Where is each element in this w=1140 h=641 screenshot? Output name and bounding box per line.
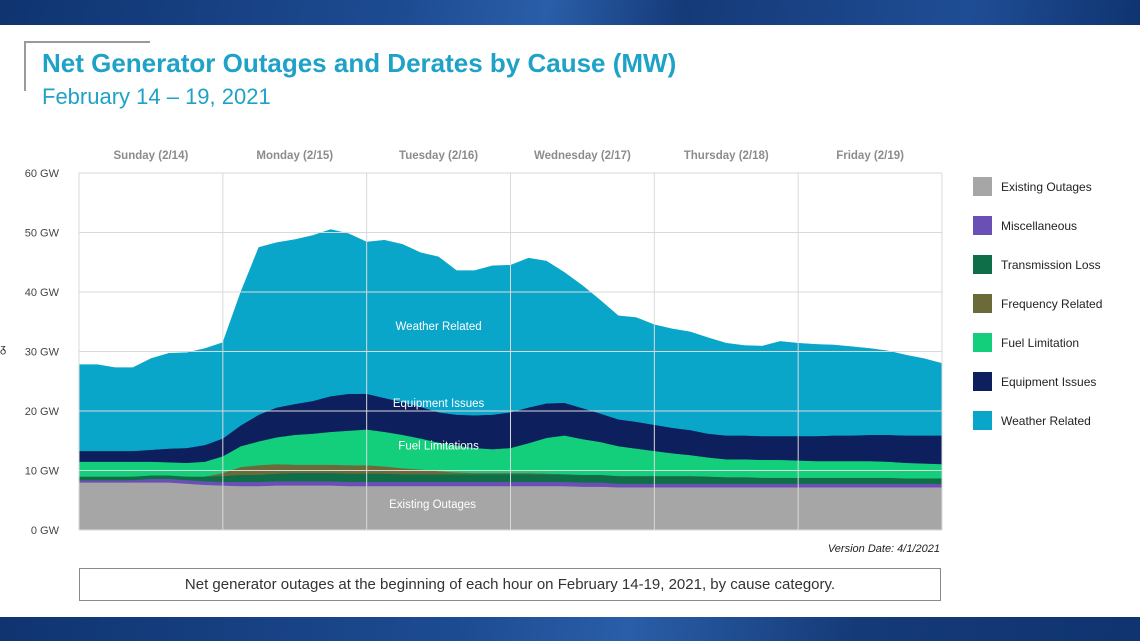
y-tick-label: 0 GW [31, 525, 60, 537]
legend-item-transmission: Transmission Loss [973, 254, 1133, 274]
legend-label: Existing Outages [1001, 180, 1092, 194]
edge-fragment: ᵹ [0, 343, 7, 355]
y-tick-label: 20 GW [25, 406, 60, 418]
outages-area-chart: 0 GW 10 GW 20 GW 30 GW 40 GW 50 GW 60 GW Sunday… [25, 150, 943, 537]
chart-title: Net Generator Outages and Derates by Cau… [42, 48, 677, 78]
y-tick-label: 50 GW [25, 228, 60, 240]
legend-label: Frequency Related [1001, 297, 1103, 311]
y-tick-label: 60 GW [25, 168, 60, 180]
legend-item-existing: Existing Outages [973, 176, 1133, 196]
day-label: Wednesday (2/17) [534, 150, 631, 162]
area-annotation: Existing Outages [389, 499, 476, 511]
legend-swatch [973, 294, 992, 313]
title-rule-left [24, 41, 26, 91]
legend-label: Equipment Issues [1001, 375, 1097, 389]
bottom-banner [0, 617, 1140, 641]
legend-swatch [973, 411, 992, 430]
y-tick-label: 10 GW [25, 466, 60, 478]
legend-item-frequency: Frequency Related [973, 293, 1133, 313]
day-label: Thursday (2/18) [684, 150, 769, 162]
legend-item-fuel: Fuel Limitation [973, 332, 1133, 352]
day-label: Tuesday (2/16) [399, 150, 478, 162]
chart-caption: Net generator outages at the beginning o… [79, 568, 941, 601]
title-rule-top [24, 41, 150, 43]
legend-label: Weather Related [1001, 414, 1091, 428]
area-annotation: Weather Related [396, 321, 482, 333]
legend-label: Fuel Limitation [1001, 336, 1080, 350]
legend-label: Transmission Loss [1001, 258, 1101, 272]
legend-label: Miscellaneous [1001, 219, 1078, 233]
y-tick-label: 40 GW [25, 287, 60, 299]
legend-swatch [973, 255, 992, 274]
day-label: Monday (2/15) [256, 150, 333, 162]
y-tick-label: 30 GW [25, 347, 60, 359]
legend-swatch [973, 177, 992, 196]
version-date: Version Date: 4/1/2021 [827, 543, 940, 555]
top-banner-sheen [0, 0, 1140, 25]
day-label: Sunday (2/14) [114, 150, 189, 162]
legend-swatch [973, 216, 992, 235]
legend-swatch [973, 333, 992, 352]
legend-item-misc: Miscellaneous [973, 215, 1133, 235]
chart-subtitle: February 14 – 19, 2021 [42, 84, 271, 109]
legend-swatch [973, 372, 992, 391]
area-annotation: Equipment Issues [393, 398, 485, 410]
day-label: Friday (2/19) [836, 150, 904, 162]
legend-item-weather: Weather Related [973, 410, 1133, 430]
area-annotation: Fuel Limitations [398, 441, 479, 453]
legend-item-equipment: Equipment Issues [973, 371, 1133, 391]
top-banner [0, 0, 1140, 25]
